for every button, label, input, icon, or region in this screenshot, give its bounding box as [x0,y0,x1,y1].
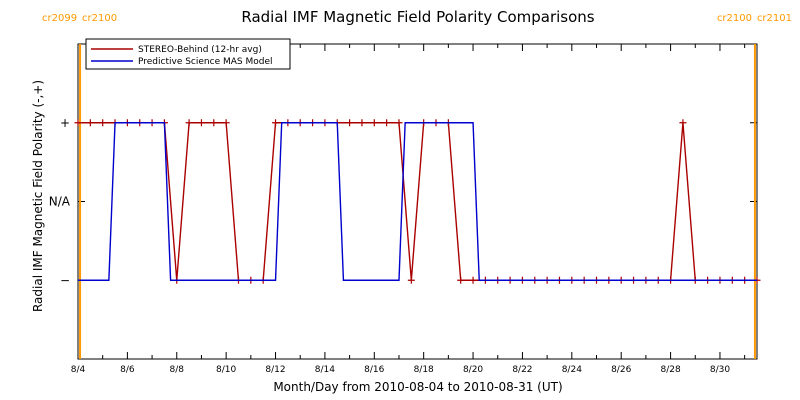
carrington-rotation-label: cr2100 [82,13,117,24]
carrington-rotation-label: cr2100 [717,13,752,24]
x-axis-label: Month/Day from 2010-08-04 to 2010-08-31 … [273,380,562,394]
data-point-marker [383,119,391,127]
x-tick-label: 8/28 [660,365,680,375]
legend-box [85,38,291,70]
x-tick-label: 8/8 [170,365,185,375]
data-point-marker [222,119,230,127]
series-line-stereo [78,122,757,281]
x-tick-label: 8/22 [512,365,532,375]
x-tick-label: 8/18 [414,365,434,375]
data-point-marker [210,119,218,127]
data-point-marker [272,119,280,127]
carrington-rotation-labels: cr2099 cr2100 cr2100 cr2101 [42,13,792,24]
data-point-marker [370,119,378,127]
x-tick-label: 8/26 [611,365,631,375]
series-layer [74,119,761,284]
carrington-rotation-label: cr2099 [42,13,77,24]
data-point-marker [346,119,354,127]
x-tick-label: 8/14 [315,365,335,375]
legend: STEREO-Behind (12-hr avg) Predictive Sci… [85,38,291,70]
y-axis-label: Radial IMF Magnetic Field Polarity (-,+) [31,80,45,312]
x-tick-label: 8/6 [120,365,135,375]
data-point-marker [185,119,193,127]
y-tick-label: − [60,273,70,287]
y-axis-ticks: + N/A − [49,116,757,287]
data-point-marker [407,276,415,284]
x-tick-label: 8/12 [265,365,285,375]
legend-label-mas: Predictive Science MAS Model [138,57,273,67]
data-point-marker [197,119,205,127]
x-tick-label: 8/10 [216,365,236,375]
data-point-marker [86,119,94,127]
x-tick-label: 8/30 [710,365,730,375]
carrington-boundary-lines [79,44,756,359]
x-tick-label: 8/16 [364,365,384,375]
x-tick-label: 8/24 [562,365,582,375]
data-point-marker [395,119,403,127]
x-tick-label: 8/4 [71,365,86,375]
legend-label-stereo: STEREO-Behind (12-hr avg) [138,45,262,55]
chart-title: Radial IMF Magnetic Field Polarity Compa… [241,8,594,26]
data-point-marker [679,119,687,127]
data-point-marker [358,119,366,127]
data-point-marker [74,119,82,127]
series-line-mas [78,122,757,281]
y-tick-label: + [60,116,70,130]
data-point-marker [469,276,477,284]
data-point-marker [457,276,465,284]
y-tick-label: N/A [49,195,71,209]
data-point-marker [99,119,107,127]
carrington-rotation-label: cr2101 [757,13,792,24]
x-tick-label: 8/20 [463,365,483,375]
